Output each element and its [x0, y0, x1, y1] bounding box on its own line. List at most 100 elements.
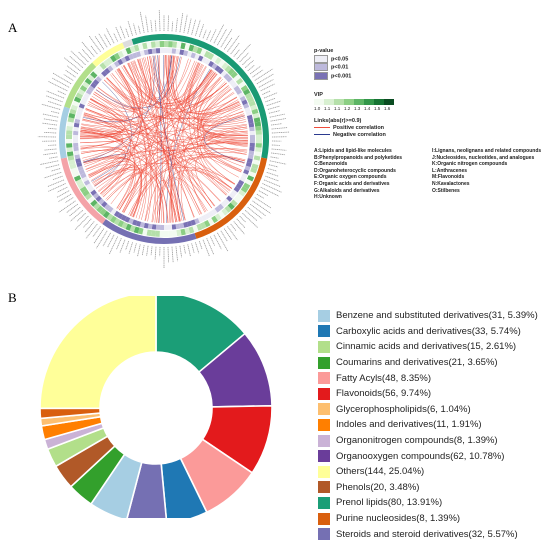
metabolite-label-stub [137, 244, 140, 256]
class-legend-item: C:Benzenoids [314, 161, 402, 168]
vip-segment [255, 147, 261, 152]
metabolite-label-stub [184, 245, 186, 254]
pvalue-segment [152, 224, 157, 229]
legend-item: Carboxylic acids and derivatives(33, 5.7… [318, 324, 546, 340]
pvalue-segment [73, 139, 78, 143]
legend-swatch [318, 419, 330, 431]
metabolite-label-stub [109, 237, 117, 255]
vip-tick-label: 1.3 [354, 105, 364, 112]
pvalue-segment [164, 225, 168, 230]
pvalue-segment [160, 48, 164, 53]
pvalue-segment [250, 143, 255, 147]
legend-swatch [318, 528, 330, 540]
metabolite-label-stub [268, 169, 277, 172]
metabolite-label-stub [262, 91, 270, 95]
class-legend-item: K:Organic nitrogen compounds [432, 161, 541, 168]
class-legend-item: O:Stilbenes [432, 188, 541, 195]
metabolite-label-stub [176, 18, 177, 31]
metabolite-label-stub [69, 207, 80, 216]
legend-swatch [318, 357, 330, 369]
metabolite-label-stub [214, 25, 224, 44]
metabolite-label-stub [151, 20, 152, 31]
metabolite-label-stub [250, 204, 266, 216]
metabolite-label-stub [147, 246, 148, 256]
vip-tick-label: 1.1 [334, 105, 344, 112]
metabolite-label-stub [270, 161, 286, 164]
vip-segment [168, 231, 173, 237]
metabolite-label-stub [134, 243, 136, 252]
metabolite-label-stub [192, 243, 194, 252]
metabolite-label-stub [248, 65, 255, 71]
vip-tick-label: 1.0 [314, 105, 324, 112]
vip-segment [155, 231, 160, 237]
pvalue-segment [249, 127, 254, 132]
legend-label: Phenols(20, 3.48%) [336, 482, 419, 493]
metabolite-label-stub [168, 15, 169, 31]
metabolite-label-stub [224, 229, 231, 240]
metabolite-label-stub [89, 36, 100, 51]
metabolite-label-stub [66, 204, 78, 213]
vip-segment [256, 139, 262, 143]
chord-diagram [30, 8, 300, 270]
metabolite-label-stub [261, 187, 279, 196]
legend-label: Coumarins and derivatives(21, 3.65%) [336, 357, 498, 368]
metabolite-label-stub [210, 237, 214, 246]
metabolite-label-stub [82, 42, 94, 57]
links-legend: Links(abs(r)>=0.9) Positive correlation … [314, 118, 386, 139]
metabolite-label-stub [267, 101, 281, 106]
metabolite-label-stub [272, 149, 287, 150]
pvalue-swatch [314, 63, 328, 71]
legend-item: Steroids and steroid derivatives(32, 5.5… [318, 526, 546, 542]
correlation-links [80, 55, 248, 223]
legend-label: Organonitrogen compounds(8, 1.39%) [336, 435, 498, 446]
pvalue-item: p<0.001 [314, 72, 351, 80]
legend-item: Cinnamic acids and derivatives(15, 2.61%… [318, 339, 546, 355]
class-legend-item: H:Unknown [314, 194, 402, 201]
metabolite-label-stub [231, 43, 240, 54]
metabolite-label-stub [133, 24, 136, 35]
metabolite-label-stub [40, 161, 58, 165]
class-list-right: I:Lignans, neolignans and related compou… [432, 148, 541, 194]
legend-swatch [318, 466, 330, 478]
pvalue-segment [156, 48, 160, 53]
vip-segment [155, 41, 160, 47]
vip-segment [256, 135, 262, 139]
pvalue-title: p-value [314, 48, 333, 54]
legend-swatch [318, 481, 330, 493]
legend-label: Organooxygen compounds(62, 10.78%) [336, 451, 504, 462]
metabolite-label-stub [85, 221, 94, 232]
metabolite-label-stub [48, 101, 61, 105]
metabolite-label-stub [271, 153, 285, 155]
metabolite-label-stub [120, 240, 125, 253]
metabolite-label-stub [207, 31, 211, 40]
panel-b-label: B [8, 290, 17, 306]
vip-segment [66, 147, 72, 152]
negative-line-sample [314, 134, 330, 135]
metabolite-label-stub [188, 244, 191, 256]
metabolite-label-stub [82, 49, 91, 59]
metabolite-label-stub [99, 33, 108, 47]
metabolite-label-stub [59, 201, 75, 213]
metabolite-label-stub [71, 51, 86, 65]
metabolite-label-stub [271, 124, 282, 125]
pvalue-item: p<0.05 [314, 55, 351, 63]
legend-item: Flavonoids(56, 9.74%) [318, 386, 546, 402]
legend-swatch [318, 497, 330, 509]
vip-tick-label: 1.4 [364, 105, 374, 112]
vip-segment [66, 143, 72, 148]
metabolite-label-stub [103, 233, 111, 246]
legend-label: Cinnamic acids and derivatives(15, 2.61%… [336, 341, 516, 352]
pvalue-segment [152, 48, 157, 53]
vip-tick-label: 1.2 [344, 105, 354, 112]
vip-segment [164, 41, 168, 47]
metabolite-label-stub [70, 210, 82, 221]
metabolite-label-stub [168, 247, 169, 262]
pvalue-segment [250, 135, 255, 139]
class-legend-item: N:Kavalactones [432, 181, 541, 188]
class-legend-item: F:Organic acids and derivatives [314, 181, 402, 188]
metabolite-label-stub [271, 157, 279, 158]
pvalue-segment [172, 224, 177, 229]
metabolite-label-stub [259, 191, 268, 196]
metabolite-label-stub [51, 111, 59, 113]
